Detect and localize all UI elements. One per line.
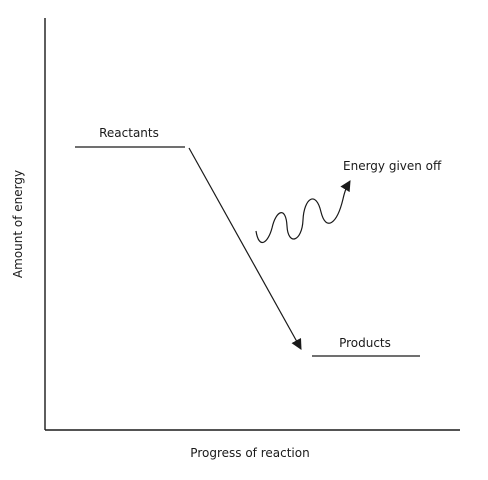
products-label: Products (339, 336, 391, 350)
x-axis-label: Progress of reaction (190, 446, 309, 460)
reactants-label: Reactants (99, 126, 159, 140)
energy-release-label: Energy given off (343, 159, 442, 173)
reaction-arrow (188, 147, 302, 350)
energy-release-wave-arrow (255, 180, 351, 243)
y-axis-label: Amount of energy (11, 170, 25, 278)
